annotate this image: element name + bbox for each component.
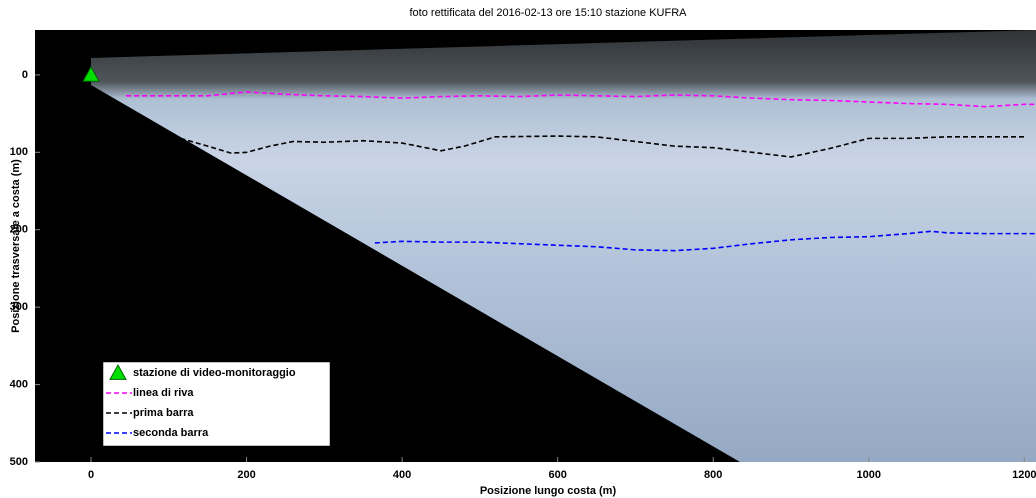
x-axis-label: Posizione lungo costa (m) (480, 485, 617, 497)
y-tick-label: 400 (10, 378, 28, 390)
legend-symbol (109, 363, 127, 380)
chart-title: foto rettificata del 2016-02-13 ore 15:1… (410, 7, 688, 19)
x-tick-label: 800 (704, 469, 722, 481)
series-line (180, 135, 1025, 158)
legend: stazione di video-monitoraggio linea di r… (102, 361, 331, 447)
legend-label: linea di riva (133, 387, 194, 399)
x-tick-label: 1000 (857, 469, 881, 481)
legend-label: stazione di video-monitoraggio (133, 367, 296, 379)
legend-label: seconda barra (133, 427, 209, 439)
y-tick-label: 100 (10, 146, 28, 158)
y-tick-label: 0 (22, 69, 28, 81)
y-tick-label: 300 (10, 301, 28, 313)
x-tick-label: 600 (548, 469, 566, 481)
x-tick-label: 200 (237, 469, 255, 481)
x-tick-label: 400 (393, 469, 411, 481)
x-tick-label: 1200 (1012, 469, 1036, 481)
station-marker (82, 65, 100, 82)
series-line (374, 230, 1036, 252)
x-tick-label: 0 (88, 469, 94, 481)
y-tick-label: 500 (10, 456, 28, 468)
legend-box (102, 361, 331, 447)
legend-label: prima barra (133, 407, 194, 419)
plot-area (82, 65, 1036, 252)
y-tick-label: 200 (10, 224, 28, 236)
y-axis-label: Posizione trasversale a costa (m) (10, 159, 22, 333)
